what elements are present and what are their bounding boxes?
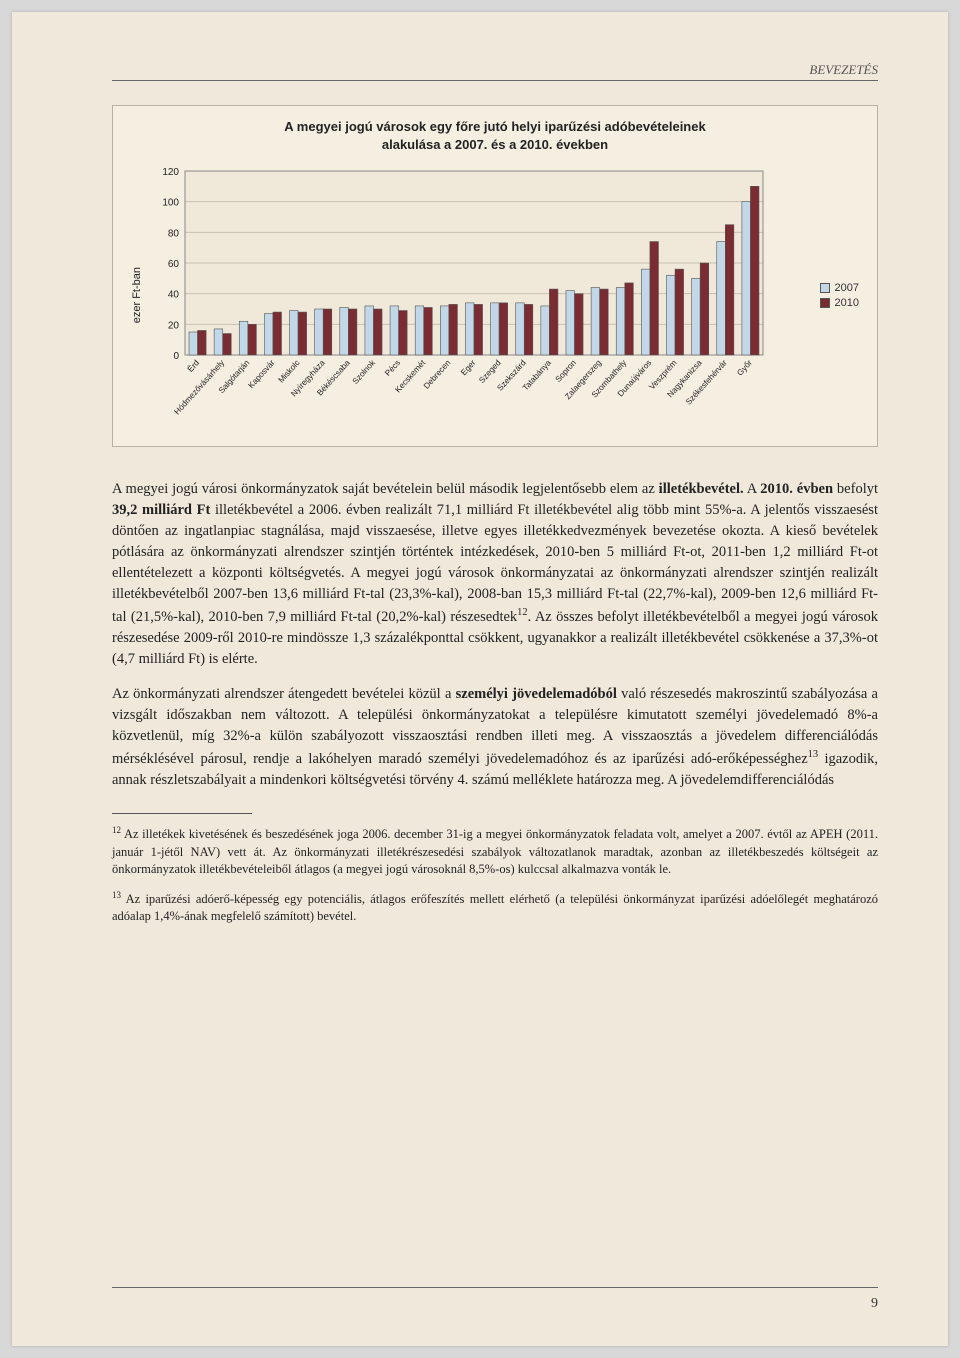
chart-title-line1: A megyei jogú városok egy főre jutó hely…: [284, 119, 705, 134]
svg-text:Győr: Győr: [735, 358, 754, 377]
body-text: A megyei jogú városi önkormányzatok sajá…: [112, 479, 878, 791]
svg-text:Érd: Érd: [185, 357, 201, 373]
bottom-rule: [112, 1287, 878, 1288]
footnote-13: 13 Az iparűzési adóerő-képesség egy pote…: [112, 889, 878, 926]
svg-text:80: 80: [168, 228, 180, 239]
svg-text:Szeged: Szeged: [477, 358, 503, 385]
legend-label-2007: 2007: [835, 282, 859, 294]
legend-item-2007: 2007: [820, 282, 859, 294]
section-title: BEVEZETÉS: [809, 62, 878, 78]
svg-text:40: 40: [168, 290, 180, 301]
footnote-12: 12 Az illetékek kivetésének és beszedésé…: [112, 824, 878, 879]
document-page: BEVEZETÉS A megyei jogú városok egy főre…: [12, 12, 948, 1346]
y-axis-label: ezer Ft-ban: [131, 267, 143, 323]
chart-title: A megyei jogú városok egy főre jutó hely…: [131, 118, 859, 153]
svg-text:Kaposvár: Kaposvár: [247, 358, 277, 390]
legend-label-2010: 2010: [835, 297, 859, 309]
svg-text:Eger: Eger: [459, 358, 477, 377]
chart-container: A megyei jogú városok egy főre jutó hely…: [112, 105, 878, 447]
svg-text:20: 20: [168, 320, 180, 331]
legend-swatch-2007: [820, 283, 830, 293]
svg-text:Miskolc: Miskolc: [277, 358, 302, 384]
header-rule: [112, 80, 878, 81]
svg-text:60: 60: [168, 259, 180, 270]
chart-title-line2: alakulása a 2007. és a 2010. években: [382, 137, 608, 152]
paragraph-2: Az önkormányzati alrendszer átengedett b…: [112, 684, 878, 791]
page-number: 9: [871, 1296, 878, 1312]
svg-text:Pécs: Pécs: [383, 358, 402, 378]
svg-text:120: 120: [162, 167, 179, 178]
svg-text:0: 0: [173, 351, 179, 362]
svg-text:Szolnok: Szolnok: [351, 358, 378, 386]
footnotes: 12 Az illetékek kivetésének és beszedésé…: [112, 813, 878, 926]
legend-item-2010: 2010: [820, 297, 859, 309]
svg-text:Sopron: Sopron: [554, 358, 579, 384]
footnote-rule: [112, 813, 252, 814]
svg-text:Debrecen: Debrecen: [422, 358, 453, 391]
svg-text:100: 100: [162, 198, 179, 209]
bar-chart-svg: 020406080100120ÉrdHódmezővásárhelySalgót…: [149, 163, 769, 423]
paragraph-1: A megyei jogú városi önkormányzatok sajá…: [112, 479, 878, 670]
chart-legend: 2007 2010: [820, 279, 859, 312]
page-header: BEVEZETÉS: [112, 62, 878, 80]
chart-plot: 020406080100120ÉrdHódmezővásárhelySalgót…: [149, 163, 810, 428]
legend-swatch-2010: [820, 298, 830, 308]
